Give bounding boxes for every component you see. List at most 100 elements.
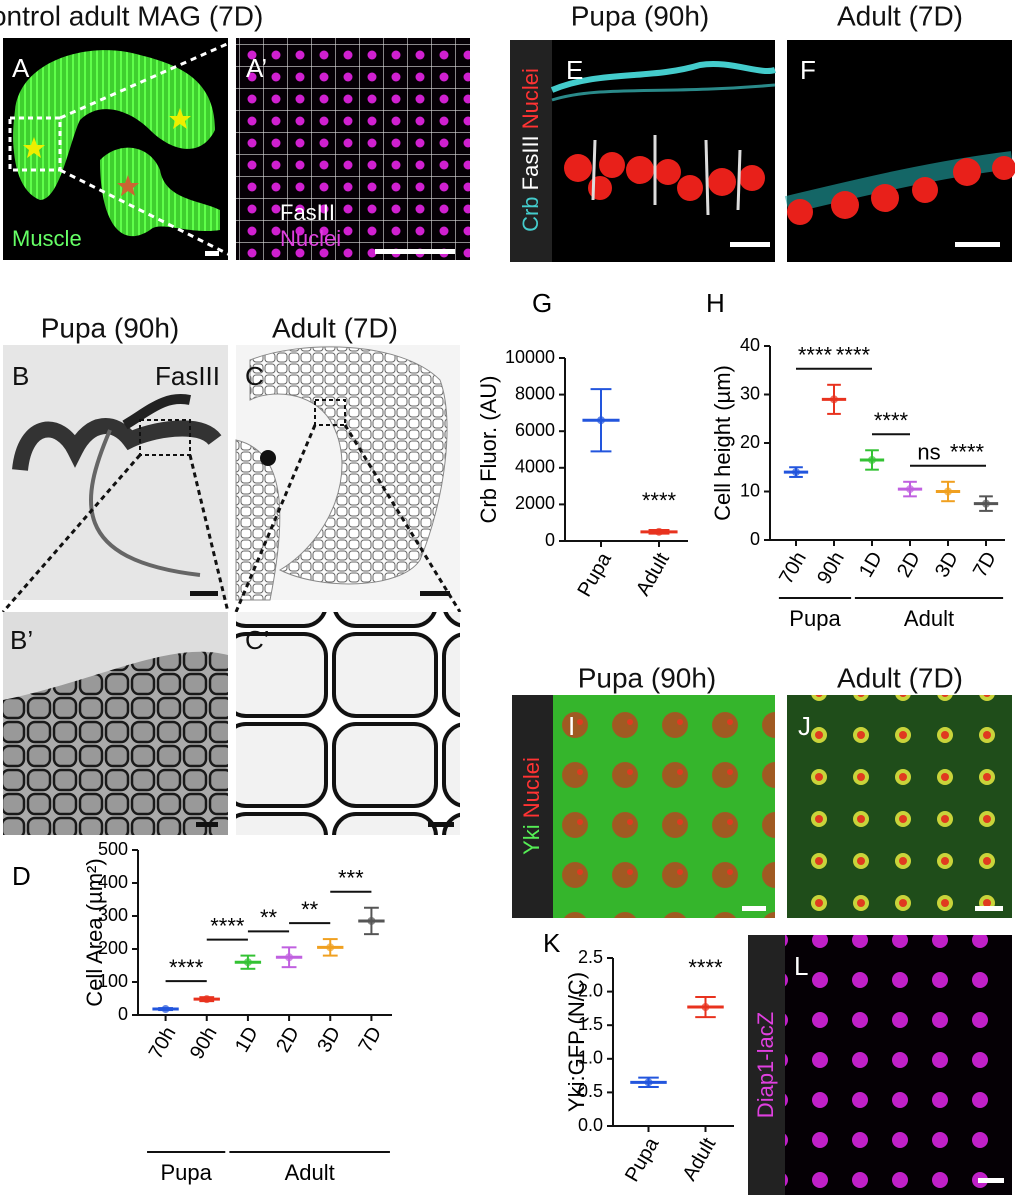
group-label: Pupa bbox=[789, 606, 841, 631]
y-tick-label: 40 bbox=[740, 335, 760, 355]
y-tick-label: 2.5 bbox=[578, 947, 603, 967]
image-a bbox=[3, 38, 228, 260]
group-label: Adult bbox=[285, 1160, 335, 1185]
significance-label: **** bbox=[874, 408, 909, 433]
x-tick-label: 90h bbox=[186, 1023, 222, 1063]
y-tick-label: 0 bbox=[545, 530, 555, 550]
group-label: Pupa bbox=[160, 1160, 212, 1185]
y-tick-label: 500 bbox=[98, 839, 128, 859]
x-tick-label: 7D bbox=[969, 548, 1001, 581]
significance-label: **** bbox=[210, 913, 245, 938]
group-label: Adult bbox=[904, 606, 954, 631]
stain-label: FasIII bbox=[155, 361, 220, 391]
y-tick-label: 30 bbox=[740, 383, 760, 403]
significance-label: **** bbox=[836, 343, 871, 368]
y-tick-label: 400 bbox=[98, 872, 128, 892]
significance-label: ns bbox=[917, 440, 940, 465]
heading: Pupa (90h) bbox=[578, 662, 717, 693]
image-b-prime bbox=[3, 612, 228, 835]
y-tick-label: 4000 bbox=[515, 457, 555, 477]
image-c bbox=[235, 345, 460, 601]
x-tick-label: 3D bbox=[313, 1023, 345, 1056]
x-tick-label: 7D bbox=[354, 1023, 386, 1056]
x-tick-label: Adult bbox=[632, 549, 674, 600]
significance-label: **** bbox=[950, 440, 985, 465]
significance-label: **** bbox=[169, 955, 204, 980]
stain: Nuclei bbox=[519, 757, 544, 818]
x-tick-label: 2D bbox=[272, 1023, 304, 1056]
panel-label: K bbox=[543, 928, 561, 958]
y-tick-label: 300 bbox=[98, 905, 128, 925]
stain-label: Nuclei bbox=[280, 226, 341, 251]
stain-label: FasIII bbox=[280, 200, 335, 225]
heading: Pupa (90h) bbox=[571, 0, 710, 31]
y-axis-label: Cell Area (µm²) bbox=[82, 858, 107, 1006]
panel-label: F bbox=[800, 55, 816, 85]
y-axis-label: Crb Fluor. (AU) bbox=[476, 376, 501, 524]
panel-label: C bbox=[245, 361, 264, 391]
image-i bbox=[512, 695, 775, 918]
y-tick-label: 200 bbox=[98, 938, 128, 958]
y-tick-label: 10 bbox=[740, 480, 760, 500]
panel-label: E bbox=[566, 55, 583, 85]
significance-label: *** bbox=[338, 866, 364, 891]
image-a-prime bbox=[236, 38, 470, 260]
image-l bbox=[748, 935, 1012, 1195]
stain-label: Crb FasIII Nuclei bbox=[518, 68, 543, 232]
significance-label: **** bbox=[798, 343, 833, 368]
y-tick-label: 10000 bbox=[505, 347, 555, 367]
zoom-line bbox=[1, 454, 142, 613]
heading: Pupa (90h) bbox=[41, 312, 180, 343]
panel-label: A bbox=[12, 53, 30, 83]
panel-label: C’ bbox=[245, 625, 270, 655]
significance-label: ** bbox=[301, 897, 319, 922]
x-tick-label: 1D bbox=[231, 1023, 263, 1056]
stain: Nuclei bbox=[518, 68, 543, 129]
heading: Control adult MAG (7D) bbox=[0, 0, 263, 31]
y-axis-label: Yki:GFP (N/C) bbox=[564, 972, 589, 1112]
panel-label: I bbox=[568, 711, 575, 741]
y-tick-label: 0 bbox=[118, 1004, 128, 1024]
x-tick-label: 2D bbox=[893, 548, 925, 581]
x-tick-label: Pupa bbox=[573, 548, 616, 600]
image-j bbox=[787, 695, 1012, 918]
y-tick-label: 0.5 bbox=[578, 1081, 603, 1101]
stain: Yki bbox=[519, 824, 544, 855]
panel-label: H bbox=[706, 288, 725, 318]
y-tick-label: 1.5 bbox=[578, 1014, 603, 1034]
x-tick-label: 70h bbox=[775, 548, 811, 588]
y-tick-label: 20 bbox=[740, 432, 760, 452]
x-tick-label: 70h bbox=[145, 1023, 181, 1063]
significance-label: **** bbox=[688, 955, 723, 980]
panel-label: L bbox=[794, 951, 808, 981]
y-tick-label: 6000 bbox=[515, 420, 555, 440]
zoom-line bbox=[343, 424, 462, 613]
y-tick-label: 0.0 bbox=[578, 1115, 603, 1135]
x-tick-label: 1D bbox=[855, 548, 887, 581]
heading: Adult (7D) bbox=[837, 0, 963, 31]
panel-label: D bbox=[12, 861, 31, 891]
y-tick-label: 0 bbox=[750, 529, 760, 549]
stain-label: Diap1-lacZ bbox=[753, 1012, 778, 1118]
image-b bbox=[3, 345, 228, 600]
y-tick-label: 2000 bbox=[515, 493, 555, 513]
stain: FasIII bbox=[518, 135, 543, 190]
panel-label: G bbox=[532, 288, 552, 318]
significance-label: **** bbox=[642, 488, 677, 513]
y-tick-label: 2.0 bbox=[578, 980, 603, 1000]
panel-label: B’ bbox=[10, 625, 33, 655]
image-f bbox=[784, 40, 1015, 262]
heading: Adult (7D) bbox=[837, 662, 963, 693]
zoom-line bbox=[234, 424, 317, 613]
heading: Adult (7D) bbox=[272, 312, 398, 343]
panel-label: B bbox=[12, 361, 29, 391]
x-tick-label: Adult bbox=[679, 1134, 721, 1185]
stain-label: Yki Nuclei bbox=[519, 757, 544, 855]
x-tick-label: 90h bbox=[813, 548, 849, 588]
y-tick-label: 1.0 bbox=[578, 1048, 603, 1068]
panel-label: J bbox=[798, 711, 811, 741]
image-c-prime bbox=[236, 612, 460, 835]
x-tick-label: 3D bbox=[931, 548, 963, 581]
